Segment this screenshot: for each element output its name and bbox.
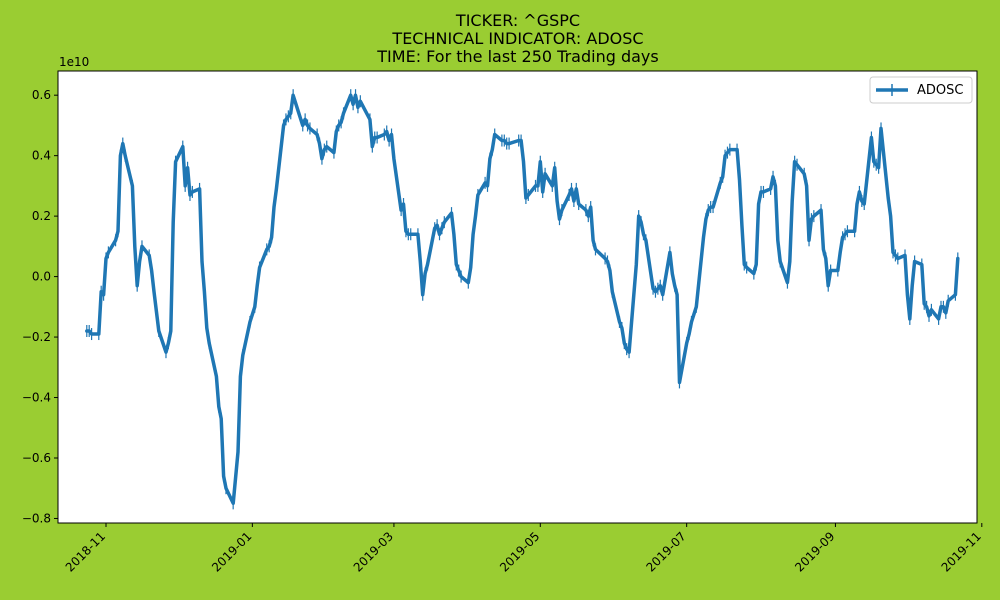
plot-frame	[57, 70, 978, 524]
y-tick-label: 0.2	[32, 209, 51, 223]
series-line-adosc	[85, 93, 960, 506]
y-axis: −0.8 −0.6 −0.4 −0.2 0.0 0.2 0.4 0.6	[22, 88, 58, 525]
y-tick-label: −0.6	[22, 451, 51, 465]
plot-clip-group	[85, 89, 960, 510]
plot-area	[58, 71, 977, 523]
y-tick-label: −0.2	[22, 330, 51, 344]
y-tick-label: 0.4	[32, 149, 51, 163]
legend: ADOSC	[869, 76, 973, 104]
chart-title-line-3: TIME: For the last 250 Trading days	[376, 47, 658, 66]
y-tick-label: 0.6	[32, 88, 51, 102]
legend-label-adosc: ADOSC	[917, 83, 963, 98]
chart-title-line-2: TECHNICAL INDICATOR: ADOSC	[391, 29, 643, 48]
legend-box	[869, 76, 973, 104]
y-tick-label: 0.0	[32, 270, 51, 284]
chart-title-line-1: TICKER: ^GSPC	[455, 11, 580, 30]
y-tick-label: −0.8	[22, 511, 51, 525]
y-scale-label: 1e10	[59, 55, 89, 69]
y-tick-label: −0.4	[22, 391, 51, 405]
series-errorbars-adosc	[86, 89, 959, 510]
